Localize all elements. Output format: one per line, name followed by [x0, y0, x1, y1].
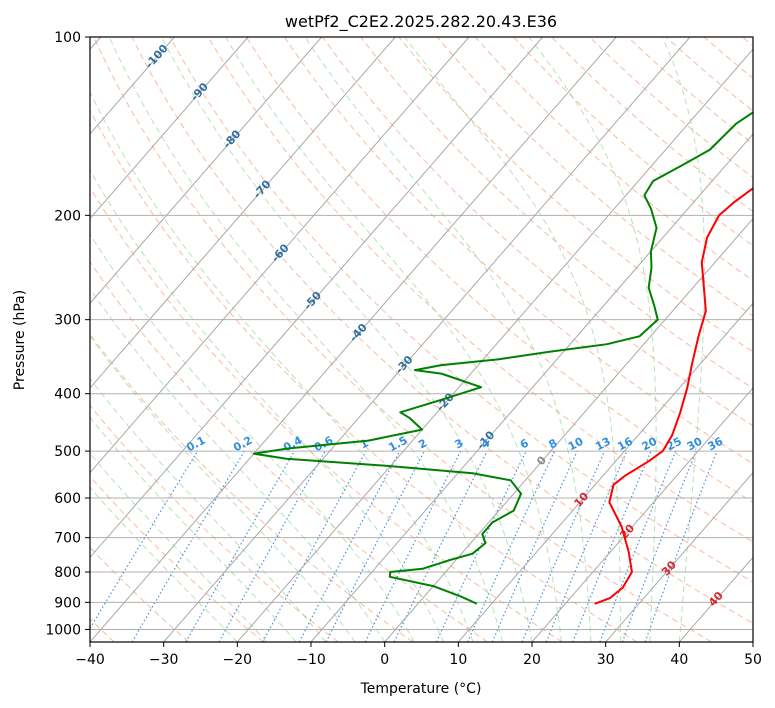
isotherm-line	[90, 37, 396, 389]
mixing-ratio-line	[521, 450, 606, 642]
mixing-ratio-line	[218, 450, 326, 642]
x-tick-label: 50	[744, 652, 762, 668]
x-tick-label: −30	[149, 652, 179, 668]
moist-adiabat-line	[304, 37, 592, 642]
dewpoint-profile	[252, 111, 753, 605]
dry-adiabat-line	[90, 404, 339, 642]
y-axis-title: Pressure (hPa)	[12, 290, 28, 390]
dry-adiabat-line	[90, 546, 190, 642]
y-tick-label: 400	[54, 387, 81, 403]
x-tick-label: 40	[670, 652, 688, 668]
moist-adiabat-line	[90, 335, 356, 642]
x-tick-label: −10	[296, 652, 326, 668]
sounding-series	[252, 111, 753, 605]
y-tick-label: 200	[54, 208, 81, 224]
mixing-ratio-line	[262, 450, 367, 642]
dry-adiabat-line	[90, 260, 488, 642]
x-tick-label: 30	[597, 652, 615, 668]
plot-frame	[89, 36, 754, 643]
moist-adiabat-line	[661, 37, 706, 642]
moist-adiabat-line	[161, 37, 533, 642]
moist-adiabat-line	[404, 37, 621, 642]
isotherm-line	[384, 217, 753, 642]
moist-adiabat-line	[225, 37, 562, 642]
x-tick-label: 10	[449, 652, 467, 668]
dry-adiabat-line	[398, 37, 753, 353]
moist-adiabat-line	[90, 416, 297, 642]
isotherm-line	[90, 37, 323, 305]
mixing-ratio-lines	[90, 450, 718, 642]
plot-area: -100-90-80-70-60-50-40-30-20-10010203040…	[90, 37, 753, 642]
y-tick-label: 800	[54, 565, 81, 581]
moist-adiabat-line	[90, 169, 445, 642]
moist-adiabat-line	[108, 37, 504, 642]
mixing-ratio-line	[545, 450, 628, 642]
mixing-ratio-label: 36	[706, 435, 726, 454]
mixing-ratio-line	[621, 450, 697, 642]
x-tick-label: 20	[523, 652, 541, 668]
mixing-ratio-label: 16	[615, 435, 635, 454]
mixing-ratio-line	[90, 450, 199, 630]
temperature-profile	[594, 186, 753, 605]
y-tick-label: 700	[54, 531, 81, 547]
isotherm-line	[531, 387, 753, 642]
y-tick-label: 600	[54, 491, 81, 507]
chart-title: wetPf2_C2E2.2025.282.20.43.E36	[285, 12, 557, 32]
dry-adiabat-line	[131, 37, 753, 624]
dry-adiabat-line	[245, 37, 753, 503]
mixing-ratio-label: 30	[685, 435, 705, 454]
y-axis: 100 200 300 400 500 600 700 800 900 1000	[45, 30, 90, 638]
mixing-ratio-line	[572, 450, 652, 642]
isotherm-line	[457, 302, 753, 642]
y-tick-label: 300	[54, 313, 81, 329]
moist-adiabat-line	[90, 90, 474, 642]
isotherm-line	[310, 133, 753, 642]
x-tick-label: −20	[223, 652, 253, 668]
dry-adiabat-line	[90, 186, 563, 642]
mixing-ratio-line	[364, 450, 462, 642]
mixing-ratio-line	[599, 450, 677, 642]
y-tick-label: 1000	[45, 622, 81, 638]
mixing-ratio-label: 10	[566, 435, 586, 454]
x-axis: −40 −30 −20 −10 0 10 20 30 40 50	[75, 642, 762, 668]
mixing-ratio-label: 20	[640, 435, 660, 454]
y-tick-label: 900	[54, 595, 81, 611]
dry-adiabat-line	[169, 37, 753, 583]
dry-adiabat-line	[90, 109, 638, 642]
moist-adiabat-line	[90, 377, 327, 642]
moist-adiabat-line	[90, 287, 386, 642]
mixing-ratio-label: 13	[593, 435, 613, 454]
isotherm-line	[163, 37, 691, 642]
dry-adiabat-line	[90, 475, 264, 642]
dry-adiabat-line	[93, 37, 712, 642]
x-axis-title: Temperature (°C)	[360, 681, 482, 697]
isotherm-line	[236, 48, 753, 642]
x-tick-label: −40	[75, 652, 105, 668]
dry-adiabats	[90, 37, 753, 642]
y-tick-label: 500	[54, 444, 81, 460]
moist-adiabats	[90, 37, 706, 642]
isotherm-line	[90, 37, 249, 220]
moist-adiabat-line	[528, 37, 657, 642]
isotherm-line	[90, 37, 544, 559]
pressure-gridlines	[90, 37, 753, 630]
isotherm-line	[90, 37, 617, 642]
y-tick-label: 100	[54, 30, 81, 46]
moist-adiabat-line	[90, 452, 268, 642]
isotherm-line	[90, 37, 470, 474]
skewed-isotherms	[90, 37, 753, 642]
mixing-ratio-line	[644, 450, 718, 642]
isotherm-line	[605, 471, 753, 642]
x-tick-label: 0	[380, 652, 389, 668]
